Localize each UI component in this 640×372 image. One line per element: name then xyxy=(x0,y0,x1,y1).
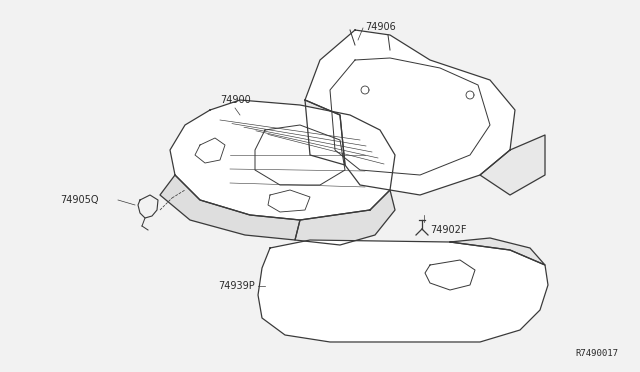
Polygon shape xyxy=(450,238,545,265)
Text: 74902F: 74902F xyxy=(430,225,467,235)
Polygon shape xyxy=(160,175,300,240)
Text: 74900: 74900 xyxy=(220,95,251,105)
Text: 74905Q: 74905Q xyxy=(60,195,99,205)
Polygon shape xyxy=(170,100,395,220)
Text: R7490017: R7490017 xyxy=(575,349,618,358)
Polygon shape xyxy=(305,30,515,195)
Text: 74939P: 74939P xyxy=(218,281,255,291)
Polygon shape xyxy=(480,135,545,195)
Polygon shape xyxy=(258,240,548,342)
Polygon shape xyxy=(295,190,395,245)
Polygon shape xyxy=(305,100,345,165)
Text: 74906: 74906 xyxy=(365,22,396,32)
